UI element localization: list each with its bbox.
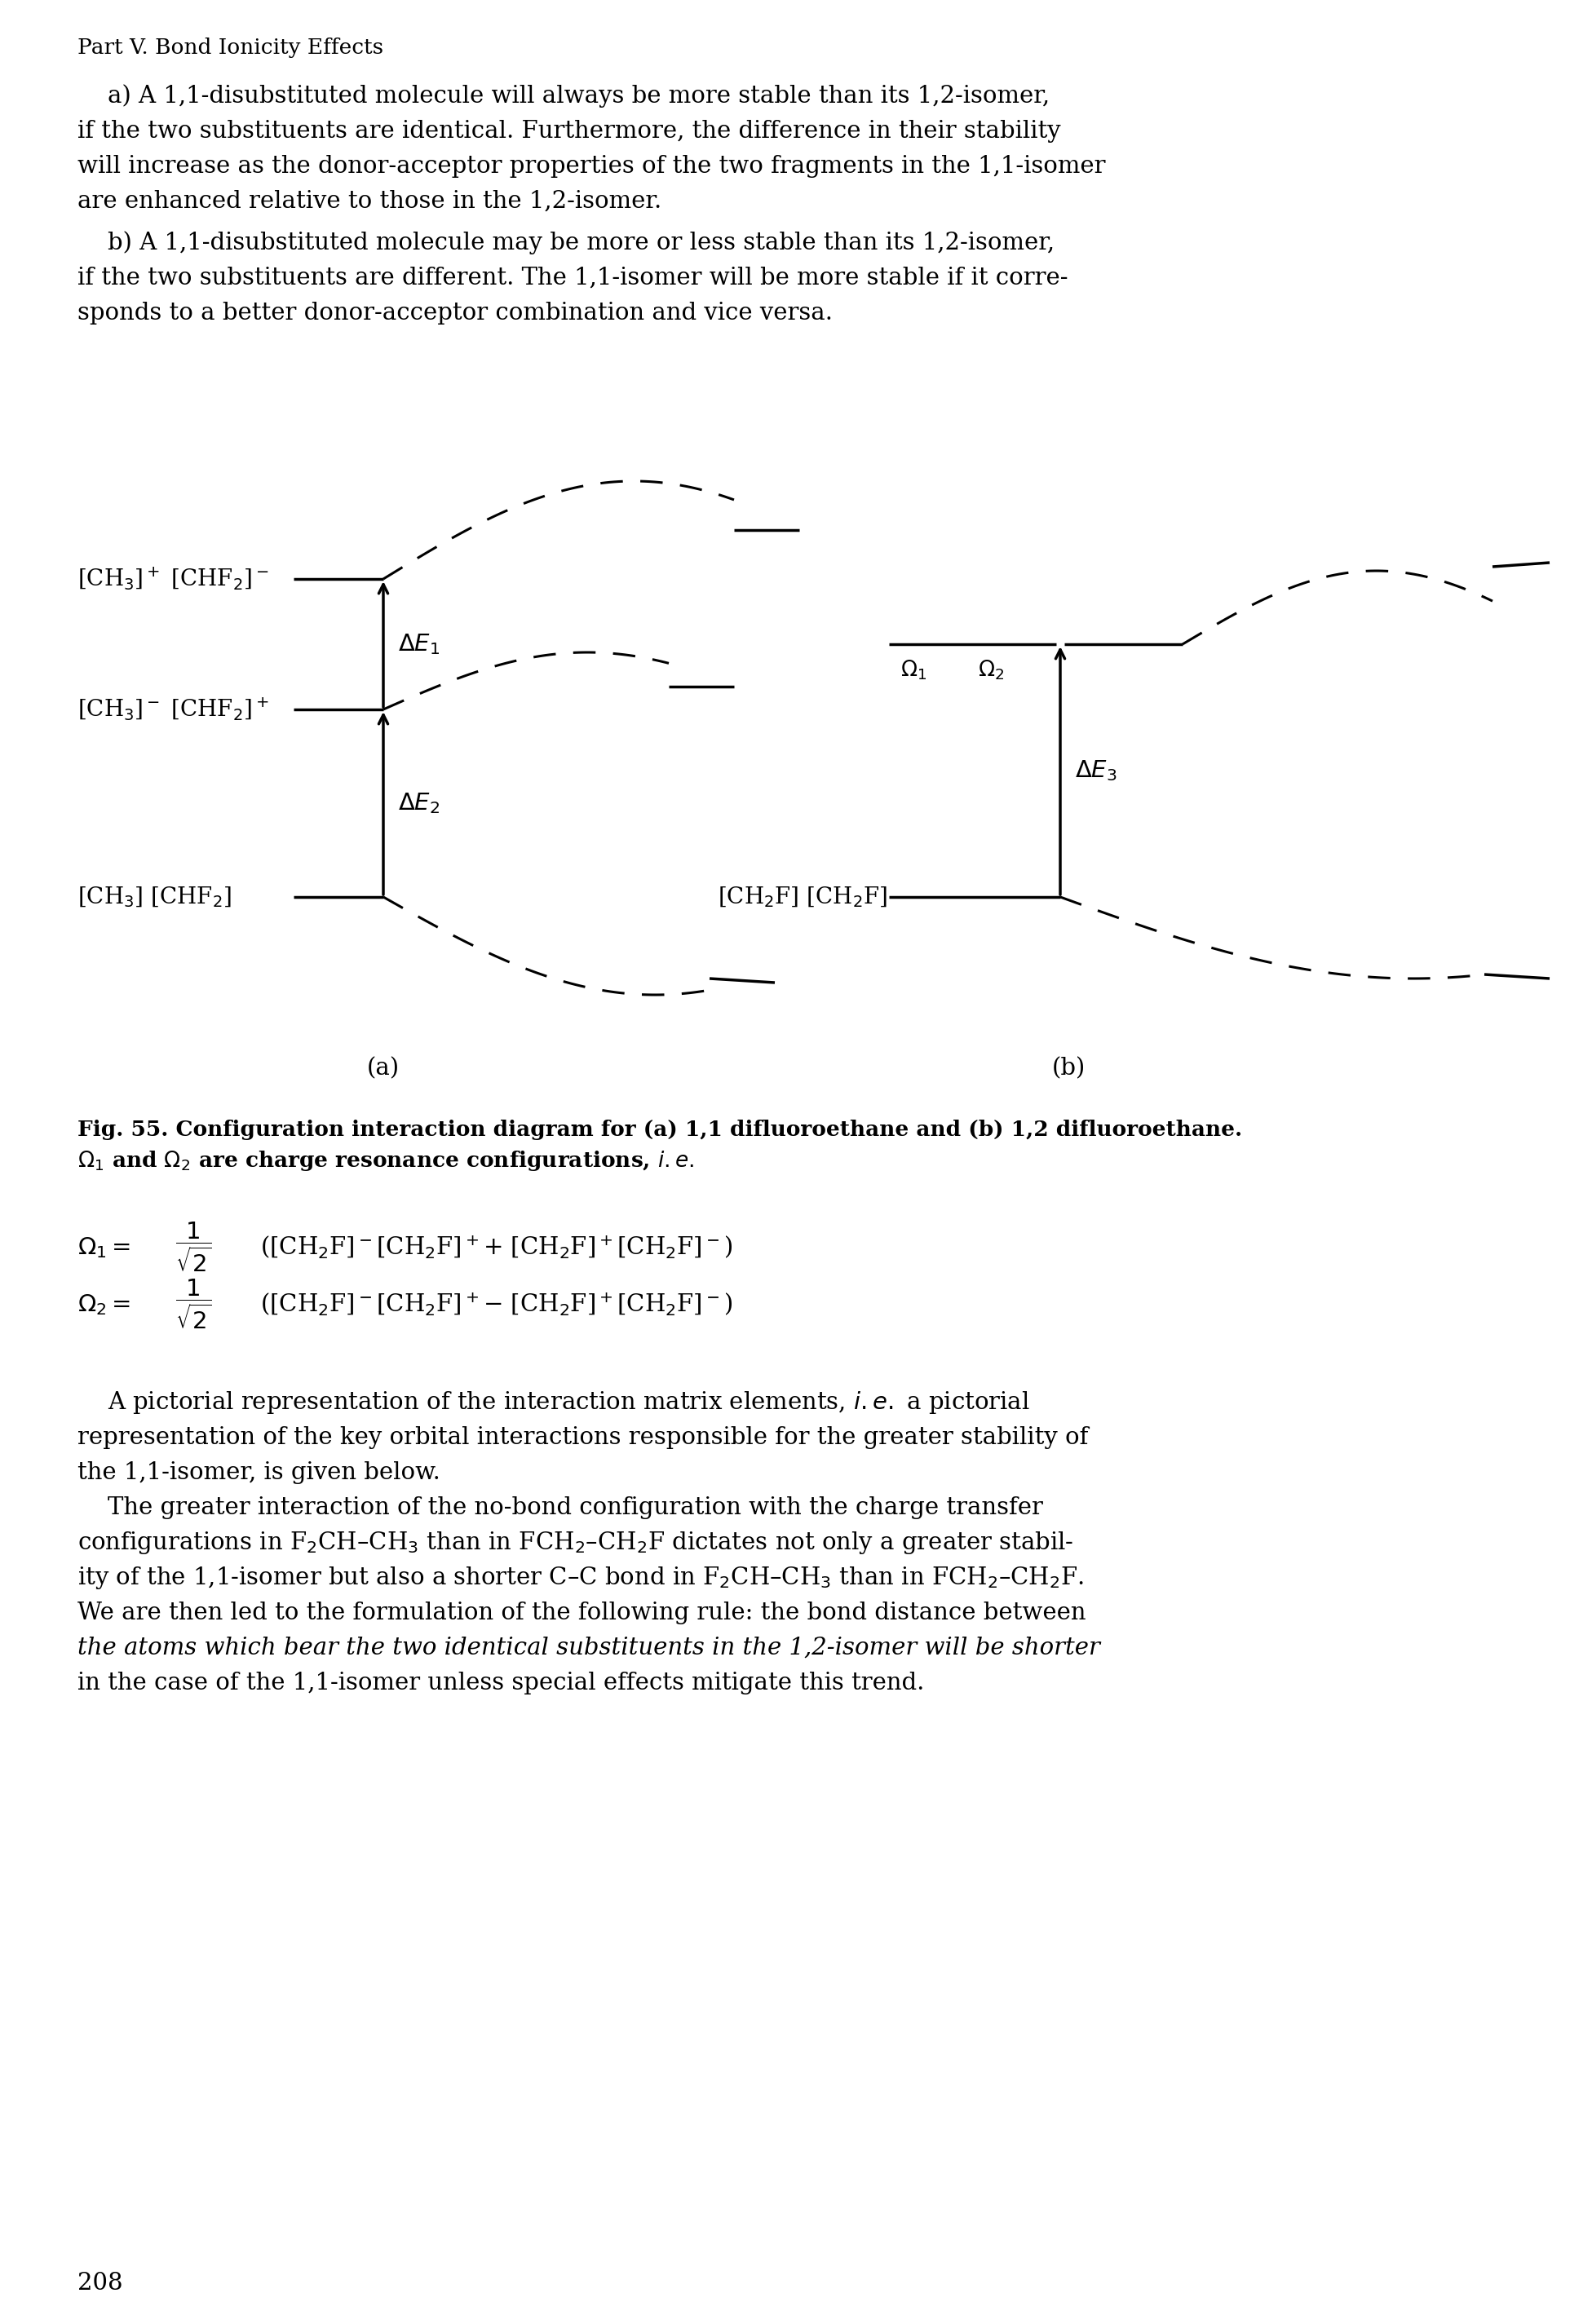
Text: the atoms which bear the two identical substituents in the 1,2-isomer will be sh: the atoms which bear the two identical s… bbox=[78, 1636, 1100, 1659]
Text: $\Omega_2 = $: $\Omega_2 = $ bbox=[78, 1292, 131, 1318]
Text: in the case of the 1,1-isomer unless special effects mitigate this trend.: in the case of the 1,1-isomer unless spe… bbox=[78, 1671, 925, 1694]
Text: [CH$_3$]$^-$ [CHF$_2$]$^+$: [CH$_3$]$^-$ [CHF$_2$]$^+$ bbox=[78, 697, 269, 723]
Text: ity of the 1,1-isomer but also a shorter C–C bond in F$_2$CH–CH$_3$ than in FCH$: ity of the 1,1-isomer but also a shorter… bbox=[78, 1564, 1084, 1592]
Text: (b): (b) bbox=[1052, 1057, 1086, 1081]
Text: ([CH$_2$F]$^-$[CH$_2$F]$^+$− [CH$_2$F]$^+$[CH$_2$F]$^-$): ([CH$_2$F]$^-$[CH$_2$F]$^+$− [CH$_2$F]$^… bbox=[253, 1292, 732, 1318]
Text: b) A 1,1-disubstituted molecule may be more or less stable than its 1,2-isomer,: b) A 1,1-disubstituted molecule may be m… bbox=[78, 232, 1054, 256]
Text: a) A 1,1-disubstituted molecule will always be more stable than its 1,2-isomer,: a) A 1,1-disubstituted molecule will alw… bbox=[78, 84, 1049, 107]
Text: the 1,1-isomer, is given below.: the 1,1-isomer, is given below. bbox=[78, 1462, 441, 1485]
Text: if the two substituents are identical. Furthermore, the difference in their stab: if the two substituents are identical. F… bbox=[78, 121, 1060, 142]
Text: A pictorial representation of the interaction matrix elements, $i.e.$ a pictoria: A pictorial representation of the intera… bbox=[78, 1390, 1030, 1415]
Text: are enhanced relative to those in the 1,2-isomer.: are enhanced relative to those in the 1,… bbox=[78, 191, 662, 214]
Text: We are then led to the formulation of the following rule: the bond distance betw: We are then led to the formulation of th… bbox=[78, 1601, 1086, 1624]
Text: The greater interaction of the no-bond configuration with the charge transfer: The greater interaction of the no-bond c… bbox=[78, 1497, 1043, 1520]
Text: sponds to a better donor-acceptor combination and vice versa.: sponds to a better donor-acceptor combin… bbox=[78, 302, 833, 325]
Text: $\Omega_1$ and $\Omega_2$ are charge resonance configurations, $i.e.$: $\Omega_1$ and $\Omega_2$ are charge res… bbox=[78, 1148, 694, 1171]
Text: Fig. 55. Configuration interaction diagram for (a) 1,1 difluoroethane and (b) 1,: Fig. 55. Configuration interaction diagr… bbox=[78, 1120, 1242, 1139]
Text: (a): (a) bbox=[368, 1057, 400, 1081]
Text: $\Omega_1$: $\Omega_1$ bbox=[899, 658, 927, 681]
Text: $\Omega_1 = $: $\Omega_1 = $ bbox=[78, 1236, 131, 1260]
Text: $\Omega_2$: $\Omega_2$ bbox=[977, 658, 1005, 681]
Text: $\Delta E_1$: $\Delta E_1$ bbox=[398, 632, 439, 655]
Text: $\Delta E_3$: $\Delta E_3$ bbox=[1075, 758, 1118, 783]
Text: [CH$_3$] [CHF$_2$]: [CH$_3$] [CHF$_2$] bbox=[78, 885, 231, 909]
Text: will increase as the donor-acceptor properties of the two fragments in the 1,1-i: will increase as the donor-acceptor prop… bbox=[78, 156, 1105, 177]
Text: Part V. Bond Ionicity Effects: Part V. Bond Ionicity Effects bbox=[78, 37, 384, 58]
Text: $\dfrac{1}{\sqrt{2}}$: $\dfrac{1}{\sqrt{2}}$ bbox=[175, 1278, 212, 1332]
Text: [CH$_2$F] [CH$_2$F]: [CH$_2$F] [CH$_2$F] bbox=[718, 885, 887, 909]
Text: [CH$_3$]$^+$ [CHF$_2$]$^-$: [CH$_3$]$^+$ [CHF$_2$]$^-$ bbox=[78, 565, 269, 593]
Text: representation of the key orbital interactions responsible for the greater stabi: representation of the key orbital intera… bbox=[78, 1427, 1089, 1450]
Text: if the two substituents are different. The 1,1-isomer will be more stable if it : if the two substituents are different. T… bbox=[78, 267, 1068, 290]
Text: 208: 208 bbox=[78, 2273, 123, 2294]
Text: $\Delta E_2$: $\Delta E_2$ bbox=[398, 790, 439, 816]
Text: configurations in F$_2$CH–CH$_3$ than in FCH$_2$–CH$_2$F dictates not only a gre: configurations in F$_2$CH–CH$_3$ than in… bbox=[78, 1529, 1073, 1555]
Text: $\dfrac{1}{\sqrt{2}}$: $\dfrac{1}{\sqrt{2}}$ bbox=[175, 1220, 212, 1274]
Text: ([CH$_2$F]$^-$[CH$_2$F]$^+$+ [CH$_2$F]$^+$[CH$_2$F]$^-$): ([CH$_2$F]$^-$[CH$_2$F]$^+$+ [CH$_2$F]$^… bbox=[253, 1234, 732, 1262]
